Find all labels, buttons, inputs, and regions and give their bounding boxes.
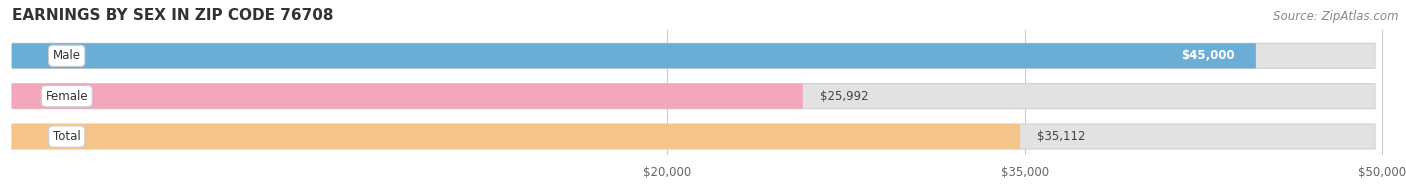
- Text: EARNINGS BY SEX IN ZIP CODE 76708: EARNINGS BY SEX IN ZIP CODE 76708: [11, 8, 333, 23]
- FancyBboxPatch shape: [11, 43, 1256, 68]
- FancyBboxPatch shape: [11, 84, 803, 109]
- FancyBboxPatch shape: [11, 124, 1021, 149]
- Text: Total: Total: [53, 130, 80, 143]
- FancyBboxPatch shape: [11, 124, 1375, 149]
- Text: $45,000: $45,000: [1181, 49, 1234, 62]
- Text: Female: Female: [45, 90, 89, 103]
- Text: $35,112: $35,112: [1036, 130, 1085, 143]
- FancyBboxPatch shape: [11, 43, 1375, 68]
- FancyBboxPatch shape: [11, 84, 1375, 109]
- Text: $25,992: $25,992: [820, 90, 868, 103]
- Text: Male: Male: [53, 49, 80, 62]
- Text: Source: ZipAtlas.com: Source: ZipAtlas.com: [1274, 10, 1399, 23]
